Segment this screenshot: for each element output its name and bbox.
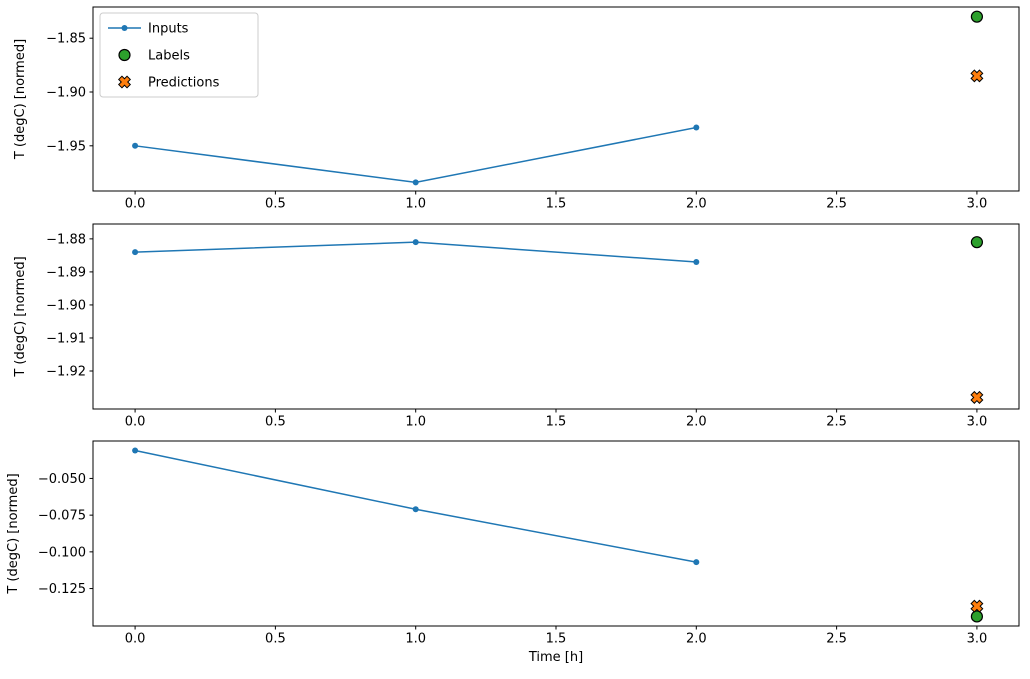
y-axis-label: T (degC) [normed] bbox=[6, 473, 21, 594]
point-labels bbox=[970, 10, 984, 23]
legend-item-label: Labels bbox=[148, 49, 190, 64]
point-inputs bbox=[412, 239, 419, 246]
point-inputs bbox=[412, 179, 419, 186]
legend-box bbox=[99, 12, 259, 98]
axes-frame bbox=[92, 223, 1020, 410]
point-labels bbox=[970, 610, 984, 623]
y-tick-label: −1.91 bbox=[46, 331, 86, 346]
x-tick-label: 2.0 bbox=[686, 415, 707, 430]
y-tick-label: −0.100 bbox=[38, 545, 86, 560]
x-tick-label: 0.0 bbox=[125, 415, 146, 430]
y-tick-label: −1.90 bbox=[46, 298, 86, 313]
x-tick-label: 2.0 bbox=[686, 632, 707, 647]
subplot-3: 0.0 0.5 1.0 1.5 2.0 2.5 3.0 −0.050 −0.075 −0.100 −… bbox=[6, 440, 1020, 647]
y-tick-label: −1.95 bbox=[46, 139, 86, 154]
x-tick-label: 0.0 bbox=[125, 197, 146, 212]
x-tick-label: 1.0 bbox=[405, 632, 426, 647]
x-tick-label: 0.0 bbox=[125, 632, 146, 647]
x-tick-label: 2.5 bbox=[826, 632, 847, 647]
legend-item-label: Inputs bbox=[148, 22, 189, 37]
x-tick-label: 1.0 bbox=[405, 415, 426, 430]
x-tick-label: 0.5 bbox=[265, 632, 286, 647]
point-predictions bbox=[970, 69, 984, 83]
y-tick-label: −1.90 bbox=[46, 86, 86, 101]
x-axis-label: Time [h] bbox=[528, 650, 583, 665]
y-tick-label: −0.075 bbox=[38, 509, 86, 524]
x-tick-label: 3.0 bbox=[967, 197, 988, 212]
axes-background bbox=[93, 224, 1019, 409]
y-tick-label: −1.88 bbox=[46, 232, 86, 247]
x-tick-label: 1.5 bbox=[546, 415, 567, 430]
y-tick-label: −1.92 bbox=[46, 365, 86, 380]
point-predictions bbox=[970, 390, 984, 404]
x-tick-label: 1.5 bbox=[546, 197, 567, 212]
y-tick-label: −0.125 bbox=[38, 582, 86, 597]
point-inputs bbox=[412, 506, 419, 513]
x-tick-label: 0.5 bbox=[265, 197, 286, 212]
x-tick-label: 1.0 bbox=[405, 197, 426, 212]
point-inputs bbox=[132, 447, 139, 454]
axes-frame bbox=[92, 6, 1020, 192]
x-tick-label: 3.0 bbox=[967, 415, 988, 430]
point-inputs bbox=[132, 249, 139, 256]
legend-sample-x bbox=[117, 75, 132, 89]
y-axis-label: T (degC) [normed] bbox=[13, 256, 28, 377]
legend: Inputs Labels Predictions bbox=[99, 12, 259, 98]
point-inputs bbox=[693, 124, 700, 131]
x-tick-label: 3.0 bbox=[967, 632, 988, 647]
y-tick-label: −1.85 bbox=[46, 32, 86, 47]
axes-frame bbox=[92, 440, 1020, 627]
point-predictions bbox=[970, 599, 984, 613]
x-tick-label: 1.5 bbox=[546, 632, 567, 647]
x-tick-label: 0.5 bbox=[265, 415, 286, 430]
subplot-2: 0.0 0.5 1.0 1.5 2.0 2.5 3.0 −1.88 −1.89 −1.90 −1.9… bbox=[13, 223, 1020, 430]
x-tick-label: 2.5 bbox=[826, 197, 847, 212]
y-tick-label: −1.89 bbox=[46, 265, 86, 280]
y-axis-label: T (degC) [normed] bbox=[13, 39, 28, 160]
legend-sample-dot bbox=[121, 25, 128, 31]
x-tick-label: 2.0 bbox=[686, 197, 707, 212]
point-inputs bbox=[693, 559, 700, 566]
legend-item-label: Predictions bbox=[148, 76, 220, 91]
legend-sample-circle bbox=[118, 48, 131, 62]
axes-background bbox=[93, 441, 1019, 626]
point-inputs bbox=[132, 142, 139, 149]
y-tick-label: −0.050 bbox=[38, 472, 86, 487]
point-labels bbox=[970, 236, 984, 249]
point-inputs bbox=[693, 258, 700, 265]
x-tick-label: 2.5 bbox=[826, 415, 847, 430]
